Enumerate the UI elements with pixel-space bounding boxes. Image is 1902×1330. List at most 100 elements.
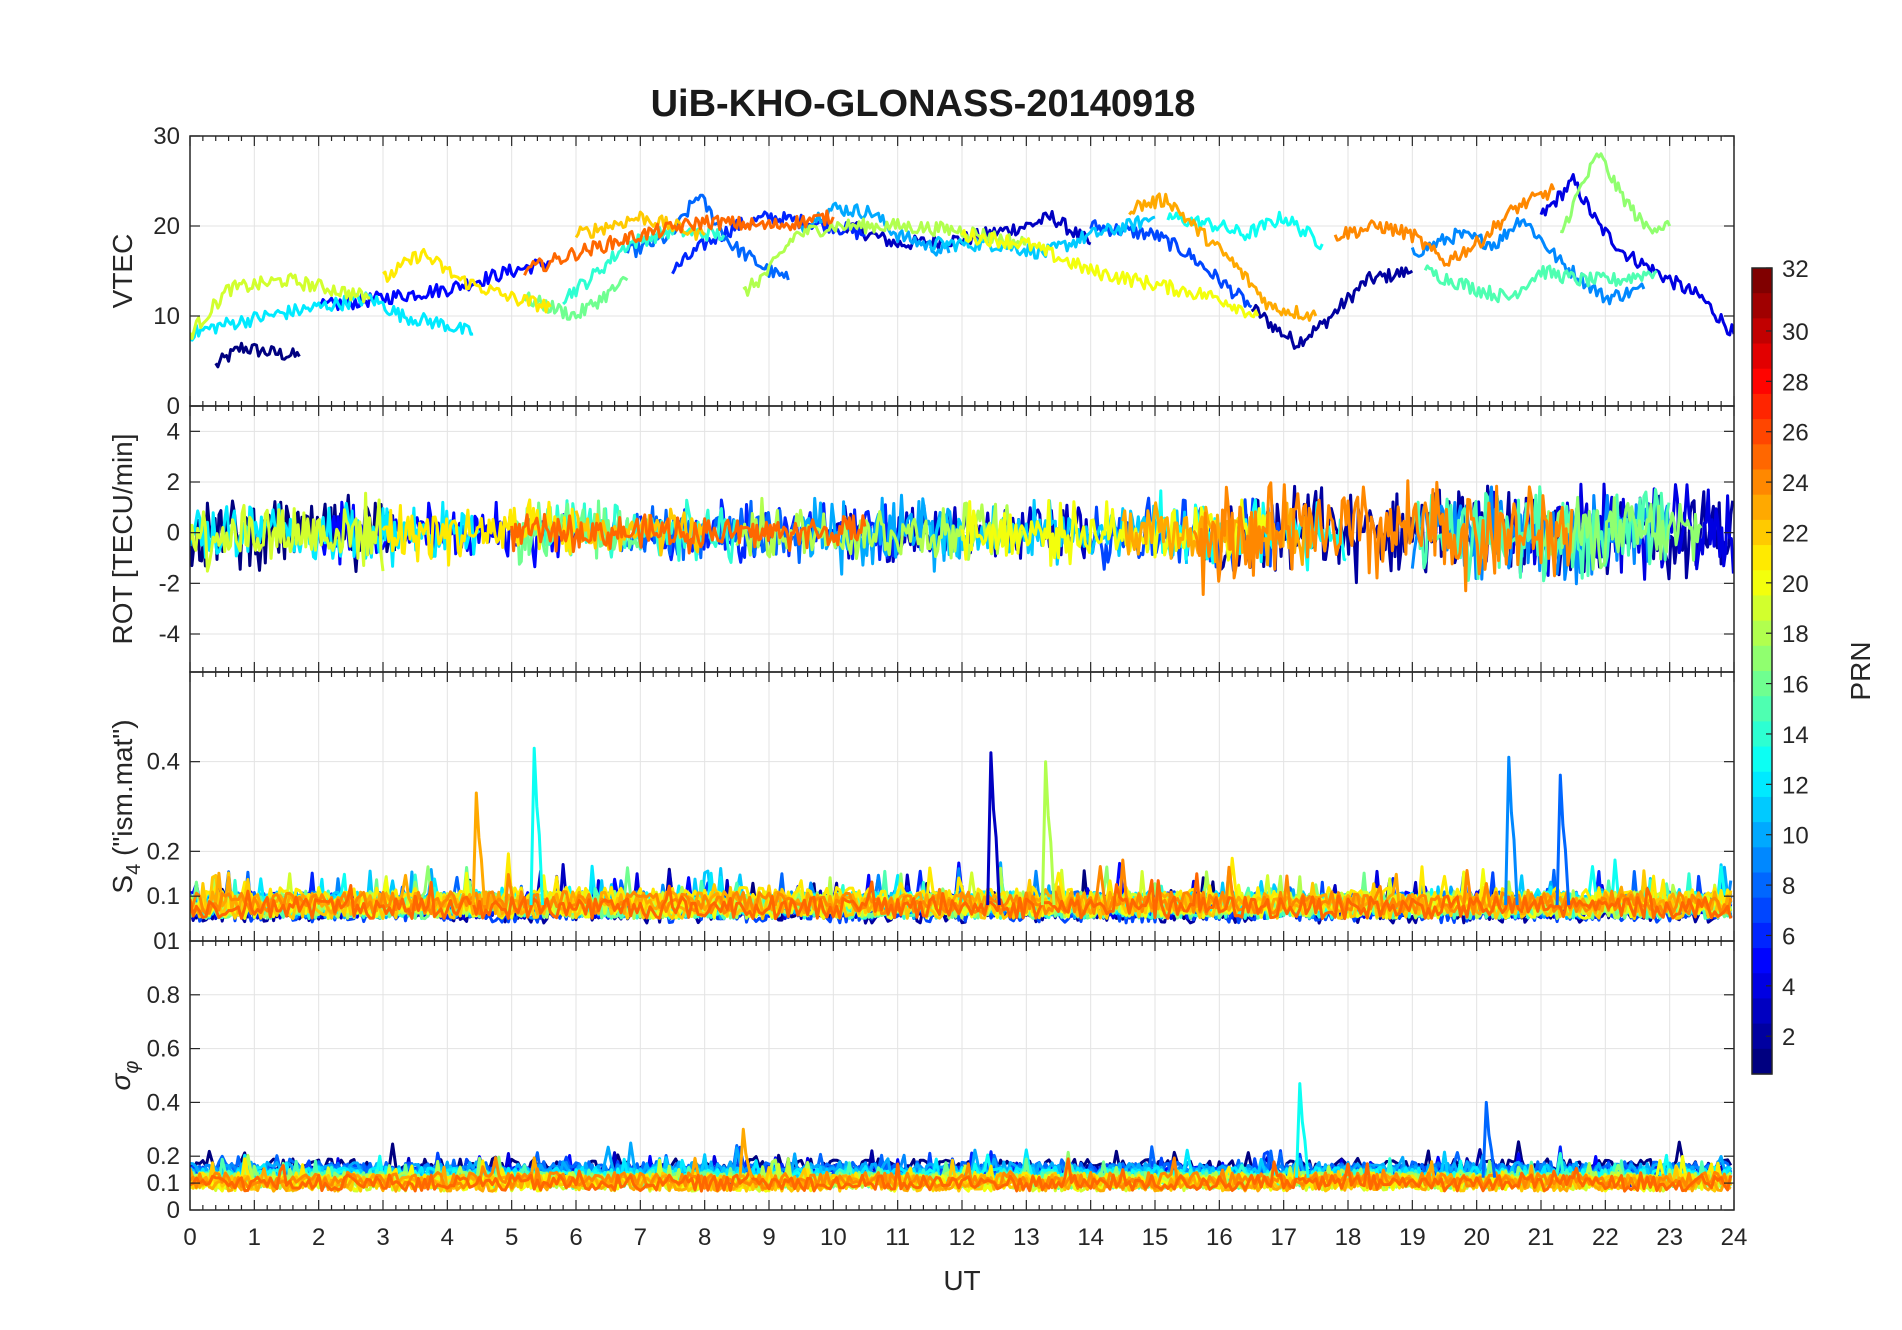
colorbar-label: PRN [1845,641,1876,700]
y-tick-label: 0.6 [147,1036,180,1063]
colorbar-segment [1752,318,1772,345]
x-tick-label: 2 [312,1224,325,1251]
y-tick-label: 01 [153,928,180,955]
x-tick-label: 5 [505,1224,518,1251]
trace-prn-4 [1539,173,1734,337]
colorbar-segment [1752,393,1772,420]
x-tick-label: 22 [1592,1224,1619,1251]
colorbar-segment [1752,998,1772,1025]
x-tick-label: 1 [248,1224,261,1251]
colorbar-segment [1752,897,1772,924]
trace-prn-23 [1128,192,1318,322]
colorbar-segment [1752,948,1772,974]
x-tick-labels: 0 1 2 3 4 5 6 7 8 9 10 11 12 13 14 15 16 17 18 19 20 21 22 23 24 [183,1224,1747,1251]
colorbar-tick-label: 4 [1782,974,1795,1001]
y-tick-label: 0.4 [147,749,180,776]
colorbar-segment [1752,519,1772,546]
x-tick-label: 14 [1077,1224,1104,1251]
colorbar-tick-label: 32 [1782,256,1809,283]
colorbar-segment [1752,671,1772,697]
colorbar-segment [1752,419,1772,445]
x-tick-label: 15 [1142,1224,1169,1251]
trace-prn-9 [1410,216,1646,306]
colorbar-segment [1752,1048,1772,1075]
colorbar-frame [1751,267,1773,1075]
trace-prn-25 [190,872,1733,921]
trace-prn-20 [960,228,1260,319]
trace-prn-24 [1333,183,1556,267]
colorbar-tick-label: 14 [1782,722,1809,749]
y-tick-label: 20 [153,213,180,240]
x-tick-label: 9 [762,1224,775,1251]
colorbar-segment [1752,293,1772,319]
spike-prn-23 [471,791,487,906]
colorbar-segment [1752,444,1772,471]
x-tick-label: 16 [1206,1224,1233,1251]
spike-prn-13 [529,746,544,906]
panel-rot: -4 -2 0 2 4 ROT [TECU/min] [107,405,1735,673]
trace-prn-5 [317,257,551,312]
colorbar-segment [1752,822,1772,848]
panel-vtec: 0 10 20 30 VTEC [107,123,1735,420]
x-tick-label: 20 [1463,1224,1490,1251]
y-tick-label: 0 [167,520,180,547]
trace-prn-12 [190,291,474,342]
spike-prn-23 [738,1127,754,1179]
spike-prn-13 [1295,1082,1310,1178]
x-tick-label: 17 [1270,1224,1297,1251]
colorbar-segment [1752,746,1772,773]
colorbar-tick-label: 22 [1782,520,1809,547]
y-axis-label: ROT [TECU/min] [107,433,138,644]
colorbar-segment [1752,973,1772,1000]
y-tick-label: 0.8 [147,982,180,1009]
colorbar-tick-label: 20 [1782,571,1809,598]
trace-prn-13 [1166,210,1324,251]
x-tick-label: 4 [441,1224,454,1251]
y-tick-label: -4 [159,621,180,648]
spike-prn-3 [986,751,1001,906]
colorbar-segment [1752,721,1772,748]
trace-prn-14 [562,223,726,306]
x-tick-label: 10 [820,1224,847,1251]
colorbar-tick-label: 16 [1782,672,1809,699]
y-tick-label: 30 [153,123,180,150]
x-tick-label: 0 [183,1224,196,1251]
panel-s4: 0.1 0.2 0.4 01 S4 ("ism.mat") [107,671,1735,955]
x-tick-label: 21 [1528,1224,1555,1251]
colorbar-tick-label: 26 [1782,420,1809,447]
x-tick-label: 23 [1656,1224,1683,1251]
trace-prn-18 [742,217,1027,297]
trace-prn-1 [214,341,301,369]
spike-prn-8 [1481,1100,1497,1178]
y-axis-label: σφ [105,1061,143,1091]
x-tick-label: 3 [376,1224,389,1251]
colorbar-tick-label: 24 [1782,470,1809,497]
colorbar-segment [1752,469,1772,496]
colorbar-segment [1752,796,1772,823]
colorbar-segment [1752,847,1772,874]
trace-prn-2 [1250,266,1414,350]
x-tick-label: 8 [698,1224,711,1251]
colorbar-segment [1752,696,1772,722]
x-tick-label: 11 [885,1224,910,1251]
colorbar-tick-label: 28 [1782,369,1809,396]
colorbar-tick-label: 18 [1782,621,1809,648]
trace-prn-15 [1423,264,1658,304]
y-tick-label: 0.2 [147,838,180,865]
colorbar-segment [1752,595,1772,622]
trace-prn-17 [1560,152,1672,235]
spike-prn-9 [1504,755,1519,906]
x-tick-label: 6 [569,1224,582,1251]
colorbar-segment [1752,368,1772,395]
panel-sigma: 00.10.2 0.4 0.6 0.8 σφ [105,940,1735,1224]
colorbar-tick-label: 12 [1782,772,1809,799]
y-tick-label: 0.4 [147,1089,180,1116]
x-tick-label: 19 [1399,1224,1426,1251]
trace-prn-25 [510,512,867,555]
y-tick-label: 0.1 [147,1170,180,1197]
colorbar-tick-label: 6 [1782,923,1795,950]
colorbar-tick-label: 30 [1782,319,1809,346]
y-axis-label: VTEC [107,234,138,309]
